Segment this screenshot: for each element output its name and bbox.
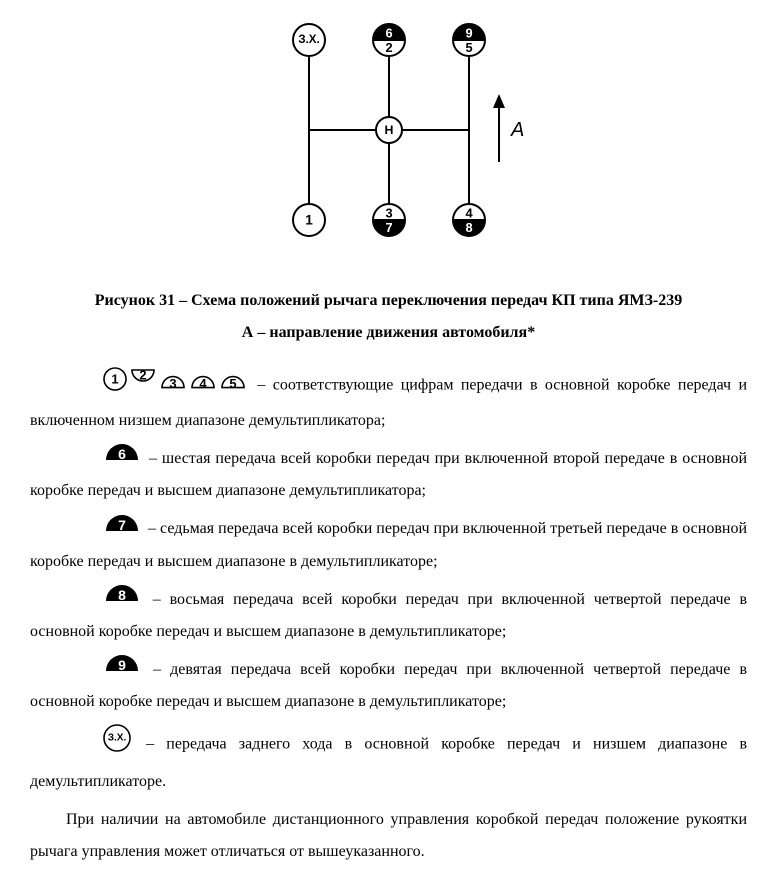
svg-text:1: 1	[111, 372, 118, 387]
svg-text:4: 4	[465, 205, 473, 220]
svg-text:8: 8	[118, 587, 126, 603]
caption-line2: А – направление движения автомобиля*	[242, 324, 535, 341]
legend-body: 12345 – соответствующие цифрам передачи …	[30, 367, 747, 868]
svg-text:A: A	[510, 119, 524, 141]
legend-footer: При наличии на автомобиле дистанционного…	[30, 804, 747, 868]
svg-text:8: 8	[465, 220, 472, 235]
svg-text:2: 2	[139, 368, 146, 383]
svg-text:5: 5	[465, 40, 472, 55]
svg-text:3: 3	[169, 376, 176, 391]
gear-shift-diagram: З.Х. 1 62 37 95 48 Н A	[239, 10, 539, 250]
svg-text:1: 1	[305, 213, 313, 228]
icon-9: 9	[66, 653, 142, 685]
svg-text:6: 6	[118, 447, 126, 463]
legend-text-reverse: – передача заднего хода в основной короб…	[30, 736, 747, 790]
svg-text:4: 4	[199, 376, 207, 391]
gear-diagram-wrap: З.Х. 1 62 37 95 48 Н A	[30, 10, 747, 255]
icons-1-to-5: 1 2 3 4 5	[66, 366, 248, 404]
caption-line1: Рисунок 31 – Схема положений рычага пере…	[95, 292, 683, 309]
legend-row-1-5: 12345 – соответствующие цифрам передачи …	[30, 367, 747, 437]
legend-row-9: 9 – девятая передача всей коробки переда…	[30, 654, 747, 718]
svg-text:7: 7	[385, 220, 392, 235]
svg-text:2: 2	[385, 40, 392, 55]
icon-6: 6	[66, 442, 142, 474]
svg-text:5: 5	[229, 376, 236, 391]
legend-row-7: 7 – седьмая передача всей коробки переда…	[30, 513, 747, 577]
svg-text:6: 6	[385, 25, 392, 40]
legend-row-6: 6 – шестая передача всей коробки передач…	[30, 443, 747, 507]
icon-8: 8	[66, 583, 142, 615]
svg-text:9: 9	[118, 658, 126, 674]
icon-reverse: З.Х.	[66, 723, 132, 765]
svg-text:Н: Н	[384, 123, 393, 137]
svg-text:З.Х.: З.Х.	[298, 34, 319, 46]
legend-row-reverse: З.Х. – передача заднего хода в основной …	[30, 724, 747, 798]
svg-text:9: 9	[465, 25, 472, 40]
svg-text:3: 3	[385, 205, 392, 220]
svg-text:7: 7	[118, 517, 126, 533]
icon-7: 7	[66, 513, 142, 545]
page: З.Х.162379548НA Рисунок 31 – Схема полож…	[0, 0, 777, 894]
legend-row-8: 8 – восьмая передача всей коробки переда…	[30, 584, 747, 648]
figure-caption: Рисунок 31 – Схема положений рычага пере…	[30, 285, 747, 349]
svg-text:З.Х.: З.Х.	[108, 733, 127, 744]
